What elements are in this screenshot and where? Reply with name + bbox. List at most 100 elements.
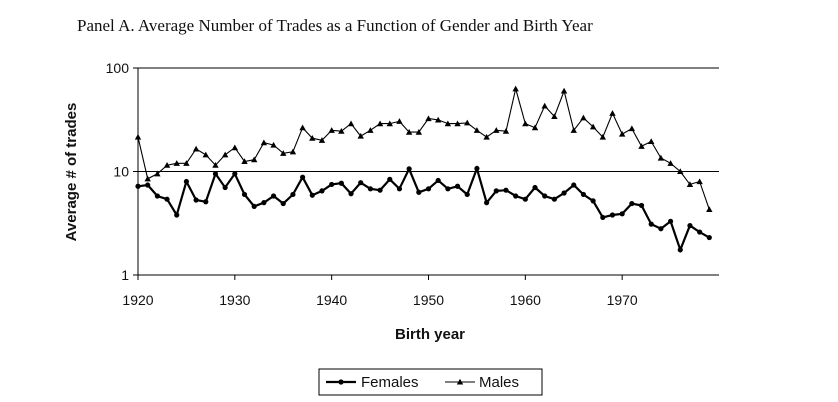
males-point [318, 137, 326, 143]
females-point [348, 191, 354, 197]
females-point [638, 202, 645, 209]
females-point [174, 212, 180, 218]
males-point [580, 114, 587, 121]
females-point [532, 184, 538, 191]
males-point [415, 128, 423, 135]
x-tick-label: 1930 [219, 292, 250, 308]
males-point [251, 156, 258, 163]
females-point [619, 211, 625, 217]
females-point [232, 171, 238, 177]
females-point [706, 234, 712, 241]
males-point [396, 118, 403, 124]
females-point [600, 214, 606, 221]
females-point [358, 180, 364, 186]
chart-title: Panel A. Average Number of Trades as a F… [77, 16, 593, 35]
males-point [280, 150, 287, 156]
males-point [609, 110, 616, 116]
males-point [134, 133, 142, 140]
x-tick-label: 1940 [316, 292, 347, 308]
males-point [163, 162, 171, 168]
females-point [203, 199, 209, 205]
x-tick-label: 1950 [413, 292, 444, 308]
males-point [367, 127, 374, 133]
females-point [551, 196, 557, 202]
y-tick-label: 1 [121, 267, 129, 283]
males-point [221, 151, 229, 158]
males-point [173, 160, 180, 166]
males-point [657, 154, 665, 161]
males-point [212, 162, 219, 168]
males-point [347, 120, 355, 127]
females-point [367, 186, 373, 192]
females-point [377, 187, 383, 193]
males-point [405, 128, 413, 135]
males-point [192, 145, 200, 152]
x-axis-label: Birth year [395, 326, 465, 343]
females-point [580, 191, 587, 198]
females-point [309, 192, 315, 198]
females-point [164, 196, 170, 202]
males-point [667, 160, 674, 166]
females-point [522, 196, 528, 202]
males-point [328, 127, 335, 133]
males-point [202, 151, 209, 158]
males-point [376, 120, 384, 127]
females-point [667, 218, 674, 224]
females-point [590, 198, 596, 204]
x-tick-label: 1970 [607, 292, 638, 308]
males-point [541, 102, 548, 109]
males-point [512, 85, 519, 92]
females-point [300, 174, 306, 180]
males-point [570, 127, 577, 133]
females-point [270, 193, 277, 199]
males-point [357, 132, 364, 139]
males-point [299, 124, 306, 131]
females-point [338, 180, 344, 186]
males-point [706, 206, 713, 212]
females-point [609, 212, 616, 218]
males-point [677, 168, 684, 175]
males-point [551, 113, 558, 120]
males-point [231, 144, 239, 151]
males-point [425, 115, 432, 122]
legend-label-males: Males [479, 374, 519, 391]
females-point [697, 229, 703, 235]
legend-marker-males [456, 378, 464, 385]
males-point [473, 127, 481, 133]
females-point [464, 191, 470, 198]
males-point [696, 178, 703, 185]
males-point [531, 124, 539, 131]
females-point [658, 226, 664, 232]
females-point [135, 183, 141, 189]
males-point [589, 123, 597, 130]
males-point [309, 134, 316, 141]
y-tick-label: 100 [106, 60, 130, 76]
females-point [183, 178, 190, 185]
females-point [425, 186, 432, 192]
females-point [484, 200, 490, 206]
females-point [571, 182, 577, 188]
females-point [677, 247, 683, 253]
legend-marker-females [338, 379, 344, 385]
males-point [502, 128, 510, 134]
females-point [212, 171, 219, 177]
females-point [542, 193, 548, 199]
males-point [648, 138, 655, 145]
females-point [687, 223, 693, 229]
males-point [154, 170, 161, 177]
legend: Females Males [318, 368, 543, 396]
males-point [444, 120, 452, 127]
females-point [193, 197, 199, 203]
males-point [686, 181, 694, 187]
y-axis-label: Average # of trades [63, 103, 80, 242]
females-point [261, 200, 267, 206]
females-point [222, 184, 228, 191]
males-point [493, 127, 500, 133]
x-tick-label: 1960 [510, 292, 541, 308]
females-point [241, 191, 248, 198]
females-point [406, 166, 412, 172]
females-point [648, 221, 654, 227]
males-point [289, 148, 297, 155]
legend-label-females: Females [361, 374, 419, 391]
